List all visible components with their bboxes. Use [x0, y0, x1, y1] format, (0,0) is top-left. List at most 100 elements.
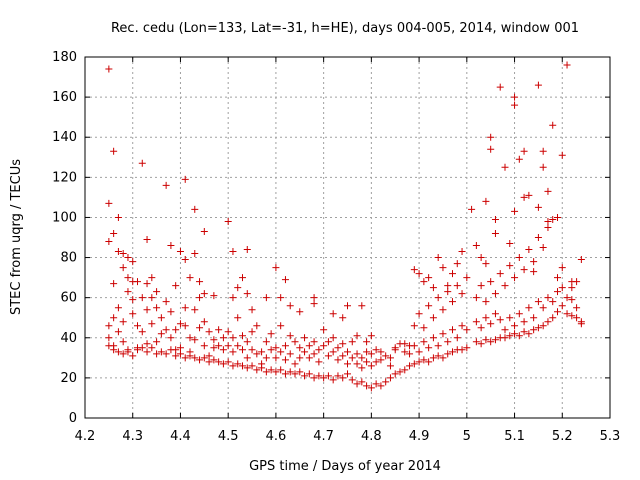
- data-point: [425, 344, 433, 352]
- data-point: [382, 378, 390, 386]
- data-point: [157, 348, 165, 356]
- data-point: [148, 320, 156, 328]
- data-point: [234, 314, 242, 322]
- data-point: [258, 364, 266, 372]
- data-point: [243, 290, 251, 298]
- data-point: [243, 354, 251, 362]
- data-point: [491, 215, 499, 223]
- data-point: [196, 324, 204, 332]
- data-point: [310, 338, 318, 346]
- data-point: [153, 304, 161, 312]
- data-point: [568, 296, 576, 304]
- data-point: [339, 314, 347, 322]
- data-point: [391, 370, 399, 378]
- data-point: [205, 328, 213, 336]
- data-point: [110, 280, 118, 288]
- data-point: [544, 294, 552, 302]
- data-point: [291, 370, 299, 378]
- data-point: [344, 360, 351, 368]
- data-point: [573, 304, 581, 312]
- data-point: [544, 318, 552, 326]
- data-point: [377, 348, 385, 356]
- data-point: [234, 342, 242, 350]
- data-point: [463, 274, 471, 282]
- data-point: [520, 266, 528, 274]
- data-point: [539, 163, 547, 171]
- data-point: [382, 352, 390, 360]
- data-point: [554, 274, 561, 282]
- data-point: [501, 163, 509, 171]
- data-point: [324, 338, 332, 346]
- data-point: [301, 334, 309, 342]
- data-point: [272, 344, 280, 352]
- y-tick-label: 180: [52, 50, 77, 65]
- data-point: [272, 354, 280, 362]
- data-point: [477, 340, 485, 348]
- data-point: [425, 358, 433, 366]
- data-point: [243, 338, 251, 346]
- data-point: [506, 332, 514, 340]
- data-point: [487, 278, 495, 286]
- data-point: [229, 334, 237, 342]
- data-point: [153, 350, 161, 358]
- data-point: [167, 308, 175, 316]
- data-point: [272, 264, 280, 272]
- data-point: [482, 260, 490, 268]
- data-point: [391, 346, 399, 354]
- data-point: [191, 306, 199, 314]
- data-point: [196, 356, 204, 364]
- data-point: [544, 223, 552, 231]
- data-point: [472, 338, 480, 346]
- data-point: [229, 248, 237, 256]
- data-point: [286, 350, 294, 358]
- data-point: [243, 246, 251, 254]
- data-point: [530, 268, 538, 276]
- data-point: [248, 328, 256, 336]
- data-point: [110, 229, 118, 237]
- data-point: [105, 199, 113, 207]
- data-point: [386, 374, 394, 382]
- data-point: [234, 360, 242, 368]
- data-point: [496, 83, 504, 91]
- data-point: [296, 308, 304, 316]
- data-point: [167, 346, 175, 354]
- data-point: [262, 354, 270, 362]
- data-point: [148, 344, 156, 352]
- data-point: [344, 370, 351, 378]
- data-point: [377, 382, 385, 390]
- data-point: [377, 356, 385, 364]
- data-point: [363, 382, 371, 390]
- data-point: [472, 294, 480, 302]
- data-point: [506, 314, 514, 322]
- data-point: [186, 352, 194, 360]
- data-point: [367, 384, 375, 392]
- data-point: [129, 352, 137, 360]
- data-point: [549, 215, 557, 223]
- data-point: [291, 338, 299, 346]
- data-point: [425, 302, 433, 310]
- data-point: [439, 306, 447, 314]
- data-point: [267, 330, 275, 338]
- data-point: [334, 356, 342, 364]
- data-point: [143, 306, 151, 314]
- data-point: [386, 362, 394, 370]
- data-point: [267, 366, 275, 374]
- data-point: [243, 364, 251, 372]
- data-point: [511, 330, 519, 338]
- data-point: [534, 324, 542, 332]
- data-point: [358, 378, 366, 386]
- data-point: [539, 322, 547, 330]
- data-point: [310, 294, 318, 302]
- data-point: [434, 294, 442, 302]
- data-point: [511, 274, 519, 282]
- data-point: [248, 306, 256, 314]
- data-point: [105, 238, 113, 246]
- data-point: [515, 310, 523, 318]
- data-point: [229, 362, 237, 370]
- data-point: [563, 310, 571, 318]
- x-tick-label: 4.4: [170, 429, 191, 444]
- data-point: [134, 322, 141, 330]
- data-point: [558, 264, 566, 272]
- data-point: [258, 348, 266, 356]
- data-point: [114, 348, 122, 356]
